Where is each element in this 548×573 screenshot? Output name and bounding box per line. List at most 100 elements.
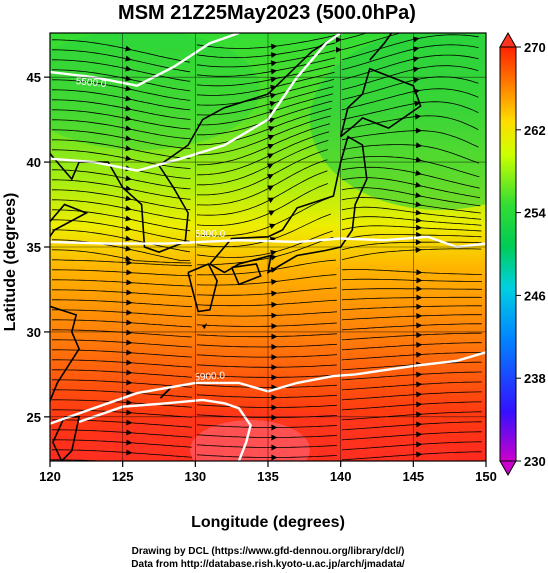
streamline	[341, 288, 482, 291]
streamline-arrowhead	[416, 313, 423, 320]
streamline	[196, 354, 337, 358]
streamline-arrowhead	[336, 46, 342, 53]
streamline-arrowhead	[267, 134, 275, 141]
streamline	[52, 239, 191, 261]
streamline	[52, 229, 191, 253]
streamline-arrowhead	[415, 156, 423, 163]
streamline	[52, 259, 192, 267]
streamline-arrowhead	[126, 259, 133, 266]
streamline	[52, 349, 192, 358]
streamline-arrowhead	[266, 174, 274, 180]
x-tick-label: 120	[39, 469, 61, 484]
streamline-arrowhead	[416, 285, 423, 292]
streamline-arrowhead	[416, 351, 423, 358]
streamline-arrowhead	[271, 374, 278, 381]
contour-label: 5800.0	[195, 229, 226, 240]
y-tick-label: 35	[27, 240, 41, 255]
streamline	[196, 374, 337, 378]
streamline	[341, 332, 482, 341]
streamline	[341, 248, 482, 261]
streamline	[197, 236, 334, 266]
streamline	[341, 401, 482, 411]
streamline	[196, 454, 337, 458]
streamline	[341, 144, 480, 164]
streamline-arrowhead	[415, 246, 422, 253]
streamline-arrowhead	[416, 303, 423, 310]
streamline-arrowhead	[126, 319, 133, 326]
x-axis-ticks: 120 125 130 135 140 145 150	[39, 461, 497, 484]
streamline-arrowhead	[416, 294, 423, 301]
streamline-arrowhead	[126, 359, 133, 366]
streamline-arrowhead	[270, 266, 278, 273]
streamline-arrowhead	[271, 333, 278, 340]
streamline-arrowhead	[271, 414, 278, 421]
streamline	[341, 187, 481, 207]
streamline-arrowhead	[416, 371, 423, 378]
streamline	[341, 101, 479, 121]
streamline	[197, 115, 331, 156]
streamline	[52, 309, 192, 318]
coastline-segment	[159, 387, 172, 399]
streamline	[341, 278, 483, 283]
coastline-segment	[50, 305, 81, 404]
streamline	[196, 64, 335, 87]
streamline-arrowhead	[415, 217, 423, 224]
streamline-arrowhead	[268, 125, 275, 132]
streamline-arrowhead	[125, 205, 132, 212]
colorbar-tick-label: 238	[524, 371, 546, 386]
streamline-arrowhead	[125, 175, 132, 182]
streamline-arrowhead	[269, 100, 277, 107]
streamline	[341, 197, 481, 214]
streamline	[52, 249, 192, 264]
streamline-arrowhead	[126, 429, 133, 436]
height-contour	[50, 351, 486, 425]
streamline-arrowhead	[415, 224, 423, 231]
streamline	[52, 189, 191, 211]
streamline	[52, 379, 192, 388]
credit-drawing: Drawing by DCL (https://www.gfd-dennou.o…	[132, 546, 405, 557]
streamline	[341, 76, 479, 101]
lat-lon-grid	[50, 33, 486, 461]
streamline-arrowhead	[416, 421, 423, 428]
streamline-arrowhead	[270, 43, 278, 50]
streamline-arrowhead	[126, 279, 133, 286]
streamline	[52, 389, 192, 398]
y-tick-label: 45	[27, 70, 41, 85]
streamline-arrowhead	[125, 195, 132, 202]
streamline	[52, 269, 192, 277]
coastline-segment	[230, 263, 262, 286]
streamline	[52, 439, 192, 448]
streamline-arrowhead	[413, 66, 420, 73]
coastline-segment	[202, 323, 208, 329]
streamline	[196, 170, 328, 216]
streamline	[341, 305, 482, 311]
colorbar-min-arrow	[499, 460, 517, 477]
streamline-arrowhead	[126, 439, 133, 446]
streamline	[52, 449, 192, 458]
streamline-arrowhead	[415, 142, 423, 149]
streamline-arrowhead	[415, 181, 422, 188]
streamline	[52, 79, 191, 101]
streamline-arrowhead	[416, 451, 423, 458]
streamline-arrowhead	[270, 254, 277, 261]
streamline-arrowhead	[126, 269, 133, 276]
streamline	[341, 234, 482, 241]
streamline-arrowhead	[271, 394, 278, 401]
streamline-arrowhead	[271, 343, 278, 350]
streamline-arrowhead	[125, 155, 132, 162]
streamline	[196, 197, 330, 237]
streamline	[341, 156, 480, 178]
streamline-arrowhead	[416, 411, 423, 418]
streamline-arrowhead	[126, 379, 133, 386]
streamline-arrowhead	[269, 223, 276, 230]
streamline-arrowhead	[125, 145, 132, 152]
streamline	[52, 369, 192, 378]
streamline-arrowhead	[415, 127, 422, 134]
streamline-arrowhead	[125, 65, 132, 72]
streamline-arrowhead	[126, 369, 133, 376]
streamline-arrowhead	[271, 444, 278, 451]
streamline	[341, 431, 482, 441]
streamline	[341, 115, 479, 131]
streamline	[341, 296, 483, 301]
